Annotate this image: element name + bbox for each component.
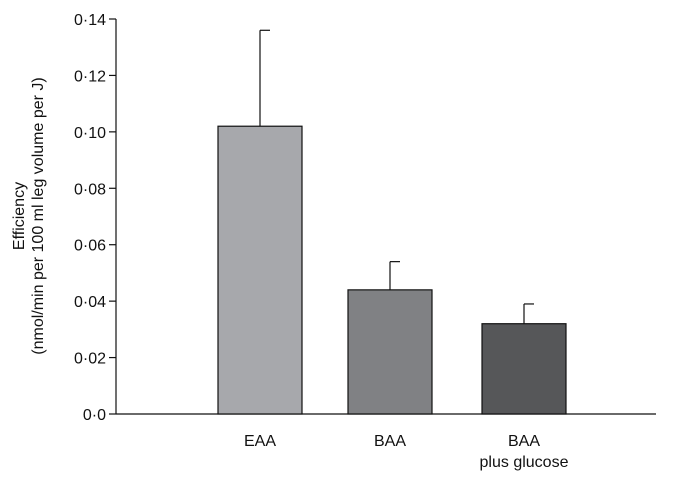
x-tick-label-line: BAA <box>374 433 406 450</box>
y-axis-label-line: (nmol/min per 100 ml leg volume per J) <box>30 77 47 354</box>
y-tick-label: 0·10 <box>74 125 106 142</box>
y-tick-label: 0·04 <box>74 294 106 311</box>
bar <box>217 125 303 415</box>
y-tick-label: 0·14 <box>74 12 106 29</box>
y-tick-label: 0·02 <box>74 351 106 368</box>
x-tick-label: EAA <box>244 433 276 450</box>
bar <box>481 323 567 415</box>
x-tick-label: BAA plus glucose <box>480 433 569 471</box>
x-tick-label-line: BAA <box>508 433 540 450</box>
bar <box>347 289 433 415</box>
x-tick-labels: EAA BAA BAA plus glucose <box>244 433 569 471</box>
y-tick-label: 0·06 <box>74 238 106 255</box>
x-tick-label-line: EAA <box>244 433 276 450</box>
bars <box>217 125 567 415</box>
y-ticks: 0·0 0·02 0·04 0·06 0·08 0·10 0·12 0·14 <box>74 12 116 424</box>
y-tick-label: 0·12 <box>74 68 106 85</box>
y-axis-label-line: Efficiency <box>11 182 28 250</box>
y-tick-label: 0·0 <box>83 407 106 424</box>
y-tick-label: 0·08 <box>74 181 106 198</box>
x-tick-label-line: plus glucose <box>480 454 569 471</box>
error-bars <box>259 29 534 324</box>
x-tick-label: BAA <box>374 433 406 450</box>
y-axis-label: Efficiency (nmol/min per 100 ml leg volum… <box>11 77 47 354</box>
